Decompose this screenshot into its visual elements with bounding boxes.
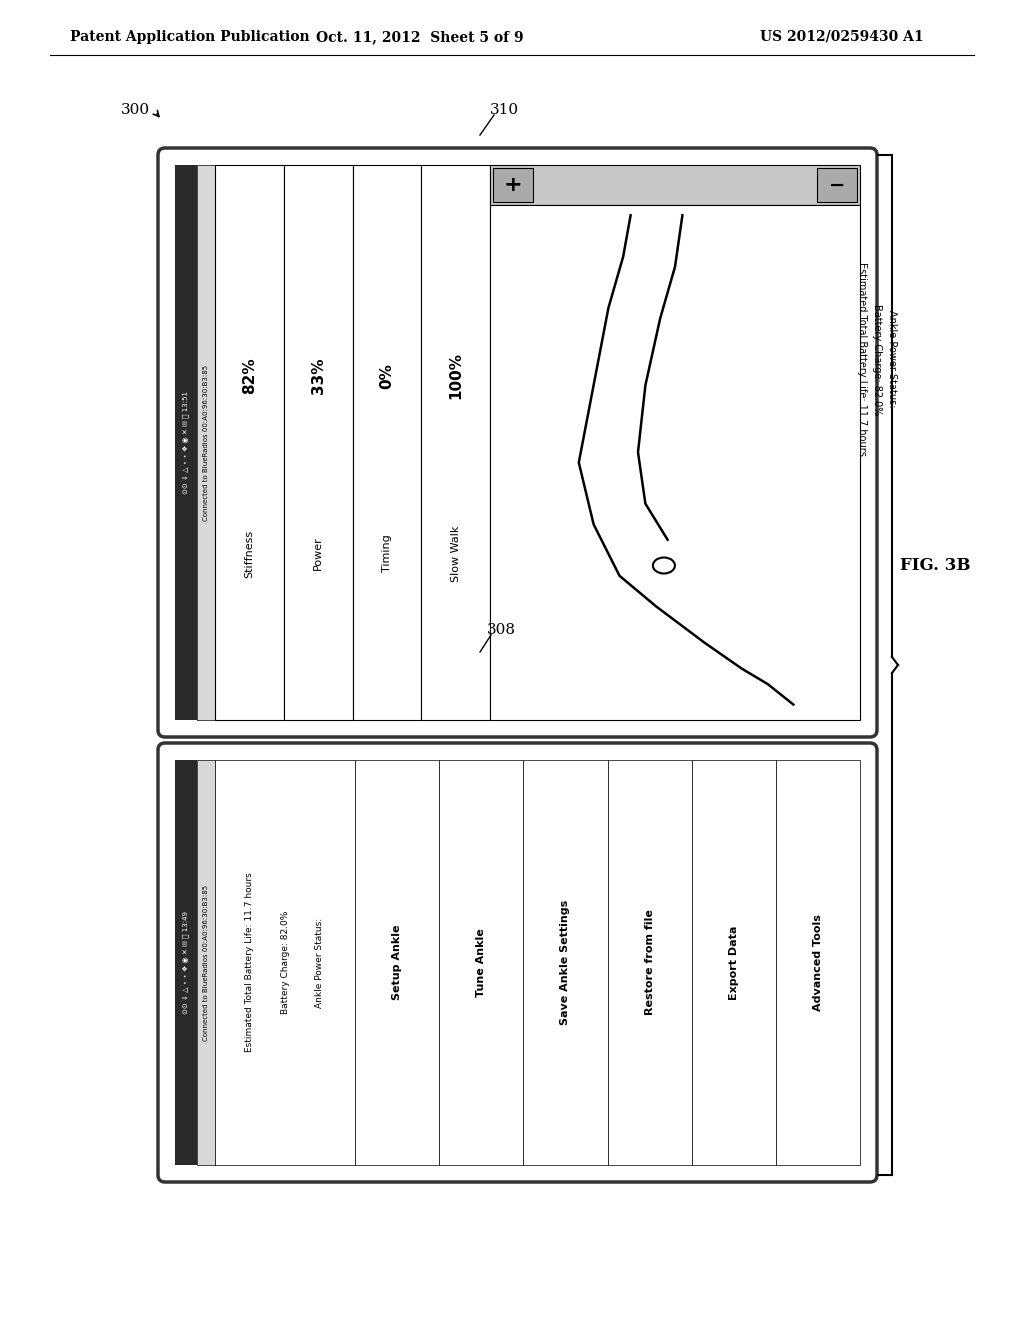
Text: 308: 308 [487,623,516,638]
Bar [352,165,421,719]
Bar [421,165,490,719]
Bar [493,168,534,202]
Text: Stiffness: Stiffness [245,529,254,578]
Text: 33%: 33% [310,358,326,395]
Text: Power: Power [313,537,324,570]
Text: Patent Application Publication: Patent Application Publication [70,30,309,44]
Text: +: + [504,176,522,195]
FancyBboxPatch shape [158,743,877,1181]
Text: Estimated Total Battery Life: 11.7 hours: Estimated Total Battery Life: 11.7 hours [857,263,867,457]
FancyBboxPatch shape [158,148,877,737]
Bar [197,760,215,1166]
Bar [215,165,284,719]
Bar [175,760,197,1166]
Bar [215,760,355,1166]
Bar [175,165,197,719]
Bar [523,760,607,1166]
Bar [607,760,691,1166]
Text: Setup Ankle: Setup Ankle [392,925,402,1001]
Bar [284,165,352,719]
Text: Estimated Total Battery Life: 11.7 hours: Estimated Total Battery Life: 11.7 hours [246,873,255,1052]
Text: ⊙⊙ ⇓ △ ⋆ ⋆ ❖ ◉ ✕ ill ⬛ 13:51: ⊙⊙ ⇓ △ ⋆ ⋆ ❖ ◉ ✕ ill ⬛ 13:51 [182,391,189,494]
Text: Timing: Timing [382,535,392,573]
Text: Battery Charge: 82.0%: Battery Charge: 82.0% [281,911,290,1014]
Text: 100%: 100% [449,352,463,400]
Text: Oct. 11, 2012  Sheet 5 of 9: Oct. 11, 2012 Sheet 5 of 9 [316,30,524,44]
Text: Battery Charge: 82.0%: Battery Charge: 82.0% [872,304,882,414]
Text: Restore from file: Restore from file [644,909,654,1015]
Text: Ankle Power Status:: Ankle Power Status: [315,917,325,1007]
Text: 82%: 82% [242,358,257,395]
Text: Ankle Power Status:: Ankle Power Status: [887,310,897,408]
Text: Slow Walk: Slow Walk [451,525,461,582]
Bar [197,165,215,719]
Bar [490,165,860,205]
Text: Export Data: Export Data [729,925,738,999]
Bar [439,760,523,1166]
Text: Connected to BlueRadios 00:A0:96:30:B3:85: Connected to BlueRadios 00:A0:96:30:B3:8… [203,884,209,1040]
Text: Connected to BlueRadios 00:A0:96:30:B3:85: Connected to BlueRadios 00:A0:96:30:B3:8… [203,364,209,520]
Bar [355,760,439,1166]
Text: −: − [828,176,845,194]
Bar [490,205,860,719]
Text: FIG. 3B: FIG. 3B [900,557,971,573]
Text: Save Ankle Settings: Save Ankle Settings [560,900,570,1026]
Text: 0%: 0% [379,363,394,389]
Text: Tune Ankle: Tune Ankle [476,928,486,997]
Bar [817,168,857,202]
Text: US 2012/0259430 A1: US 2012/0259430 A1 [760,30,924,44]
Bar [776,760,860,1166]
Text: ⊙⊙ ⇓ △ ⋆ ⋆ ❖ ◉ ✕ ill ⬛ 13:49: ⊙⊙ ⇓ △ ⋆ ⋆ ❖ ◉ ✕ ill ⬛ 13:49 [182,911,189,1014]
Bar [691,760,776,1166]
Text: Advanced Tools: Advanced Tools [813,913,823,1011]
Text: 310: 310 [490,103,519,117]
Text: 300: 300 [121,103,150,117]
